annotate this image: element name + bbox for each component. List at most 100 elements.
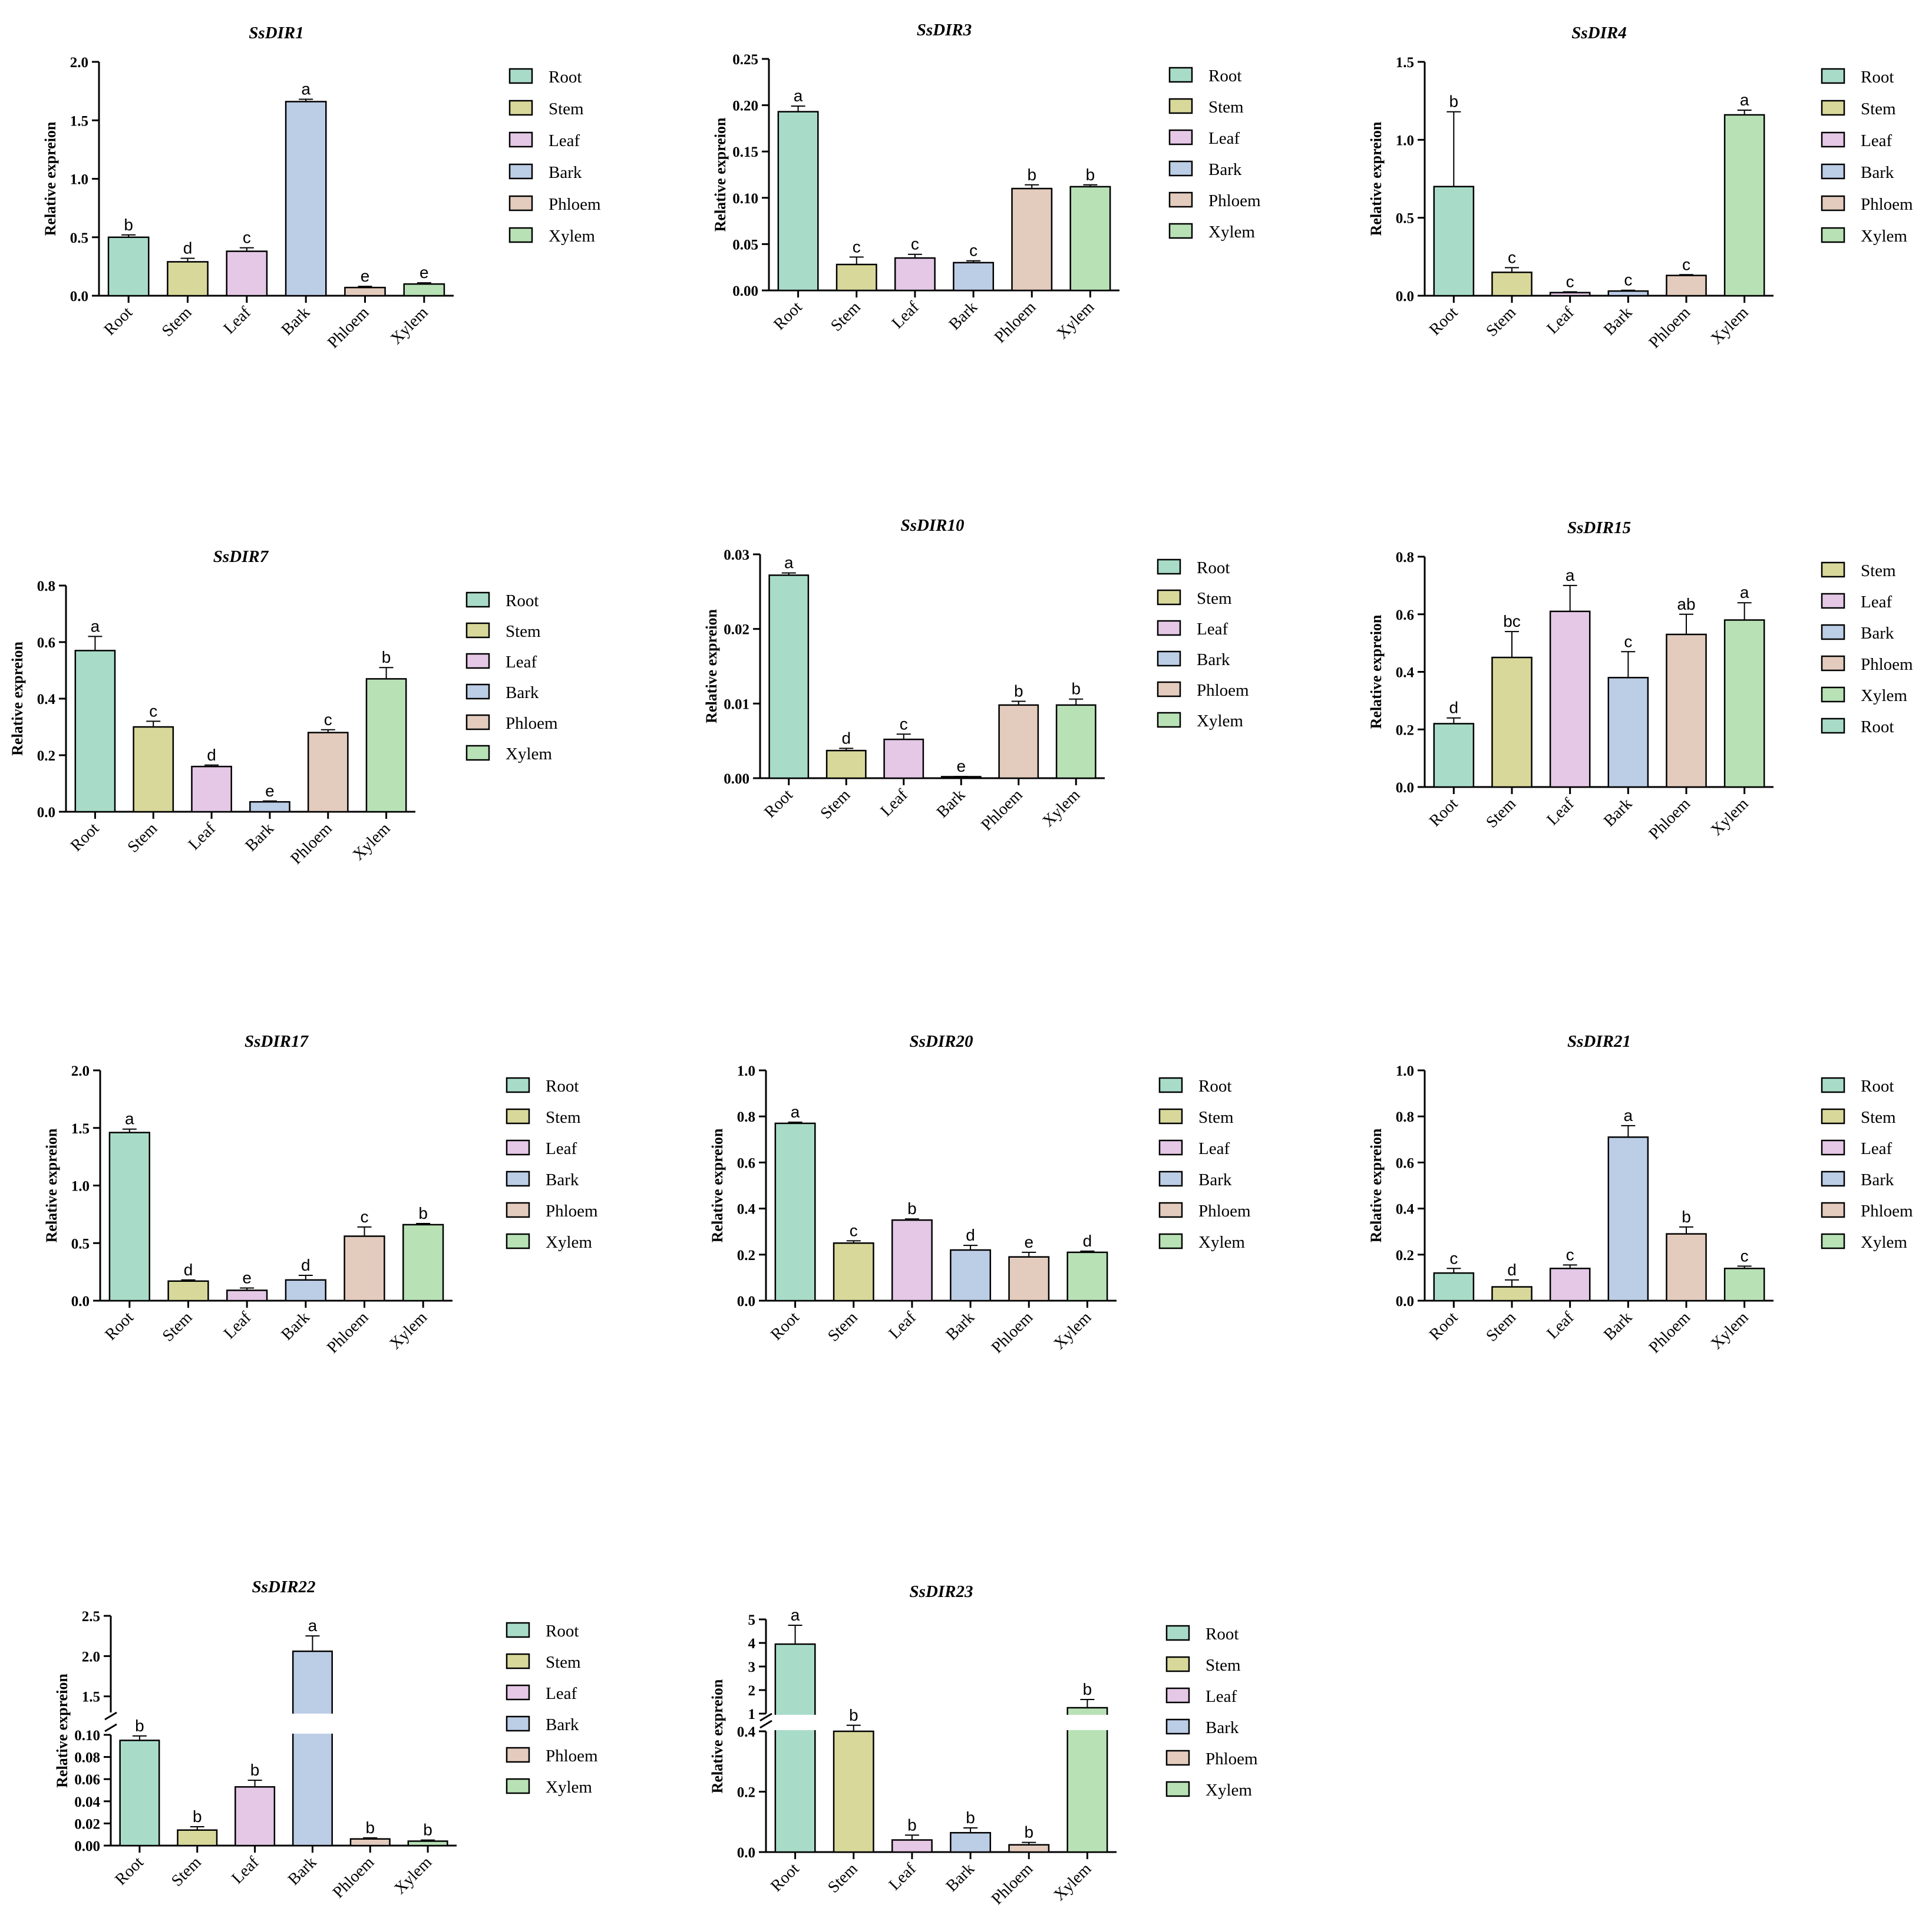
significance-letter: b (1083, 1680, 1092, 1698)
bar-root (1433, 186, 1475, 297)
legend-label: Phloem (1198, 1202, 1251, 1221)
chart-ssdir23: SsDIR23 Relative expreion 0.0 0.2 0.4 1 2 3 4 5 a R… (709, 1582, 1258, 1908)
x-tick-label: Xylem (386, 1308, 431, 1353)
legend-swatch-stem (465, 622, 490, 639)
legend-label: Bark (1861, 624, 1894, 643)
x-tick-label: Stem (168, 1853, 205, 1890)
y-axis-label: Relative expreion (712, 117, 729, 232)
x-tick-label: Stem (1482, 1308, 1520, 1345)
bar-stem (1491, 1286, 1533, 1302)
legend-label: Phloem (1861, 655, 1913, 674)
x-tick-label: Phloem (323, 1308, 372, 1357)
bar-bark (1607, 290, 1649, 297)
axis-break-mark (104, 1723, 117, 1732)
significance-letter: c (361, 1208, 369, 1226)
legend-label: Root (1861, 68, 1894, 87)
bar-stem (835, 263, 877, 292)
significance-letter: d (207, 746, 216, 764)
bar-root (1433, 723, 1475, 788)
legend-label: Leaf (1208, 129, 1240, 148)
legend-swatch-leaf (1821, 1139, 1845, 1156)
bar-phloem (344, 286, 386, 297)
x-tick-label: Xylem (1051, 1860, 1095, 1904)
legend-swatch-xylem (1165, 1781, 1190, 1797)
bar-bark (285, 101, 327, 297)
significance-letter: a (784, 554, 794, 572)
legend-swatch-leaf (1157, 620, 1181, 636)
legend-swatch-bark (506, 1715, 530, 1732)
bar-root (774, 1122, 816, 1302)
significance-letter: b (135, 1717, 144, 1735)
bar-stem (833, 1242, 874, 1302)
bar-stem (133, 726, 174, 813)
y-tick-label: 1.0 (1396, 133, 1414, 148)
legend-label: Phloem (1206, 1750, 1258, 1768)
bar-bark (1607, 1136, 1649, 1302)
y-tick-label: 0.00 (732, 283, 758, 299)
bar-root (108, 1132, 150, 1302)
legend-label: Leaf (1861, 593, 1892, 611)
legend-swatch-bark (1157, 650, 1181, 667)
legend-label: Xylem (1861, 1233, 1907, 1252)
chart-title: SsDIR1 (249, 24, 304, 42)
legend-swatch-bark (1158, 1170, 1183, 1187)
chart-title: SsDIR10 (901, 516, 965, 535)
y-tick-label: 0.2 (1396, 1248, 1414, 1264)
legend-swatch-leaf (1821, 131, 1845, 148)
legend-label: Xylem (1861, 227, 1907, 246)
significance-letter: b (1014, 682, 1023, 700)
legend-label: Phloem (506, 714, 558, 733)
bar-phloem (344, 1235, 385, 1302)
legend-swatch-leaf (506, 1684, 530, 1701)
bar-leaf (883, 738, 924, 779)
y-axis-label: Relative expreion (703, 609, 720, 723)
significance-letter: d (841, 729, 851, 747)
bar-bark (1607, 677, 1649, 788)
legend-swatch-xylem (506, 1233, 530, 1249)
bar-leaf (1549, 292, 1591, 297)
x-tick-label: Xylem (1708, 303, 1752, 348)
bar-break-gap (1065, 1715, 1109, 1730)
chart-ssdir21: SsDIR21 Relative expreion 0.0 0.2 0.4 0.6 0.8 1… (1368, 1032, 1913, 1357)
y-axis-label: Relative expreion (9, 642, 26, 756)
x-tick-label: Leaf (220, 1308, 255, 1343)
y-axis-label: Relative expreion (42, 121, 59, 236)
y-tick-label: 0.6 (1396, 1155, 1414, 1171)
x-tick-label: Bark (278, 1308, 313, 1344)
chart-ssdir20: SsDIR20 Relative expreion 0.0 0.2 0.4 0.6 0.8 1… (709, 1032, 1251, 1357)
y-tick-label: 0.2 (37, 748, 55, 764)
bar-leaf (235, 1786, 276, 1847)
x-tick-label: Bark (278, 303, 313, 339)
legend-label: Phloem (1861, 195, 1913, 214)
bar-root (774, 1643, 816, 1853)
significance-letter: c (1566, 272, 1574, 290)
x-tick-label: Xylem (1708, 795, 1752, 839)
significance-letter: c (853, 237, 861, 256)
legend-label: Leaf (1861, 131, 1892, 150)
y-tick-label: 0.5 (1396, 211, 1414, 227)
bar-xylem (1069, 186, 1111, 292)
legend-swatch-stem (1168, 98, 1193, 114)
y-tick-label: 0.0 (737, 1294, 755, 1310)
x-tick-label: Root (101, 303, 137, 339)
x-tick-label: Leaf (220, 303, 255, 338)
x-tick-label: Stem (817, 786, 854, 823)
significance-letter: b (1086, 166, 1095, 184)
y-tick-label: 0.6 (37, 635, 55, 651)
legend-swatch-bark (465, 683, 490, 700)
y-tick-label: 4 (748, 1636, 756, 1652)
y-tick-label: 0.02 (724, 622, 749, 638)
bar-phloem (349, 1838, 391, 1847)
bar-root (777, 111, 819, 292)
x-tick-label: Xylem (1039, 786, 1084, 831)
significance-letter: c (969, 242, 977, 260)
significance-letter: a (791, 1606, 800, 1624)
x-tick-label: Bark (285, 1853, 320, 1889)
x-tick-label: Bark (943, 1308, 978, 1344)
bar-xylem (1066, 1251, 1108, 1302)
significance-letter: a (91, 617, 100, 635)
x-tick-label: Root (761, 786, 797, 822)
bar-phloem (1008, 1256, 1050, 1302)
significance-letter: c (1624, 271, 1632, 289)
